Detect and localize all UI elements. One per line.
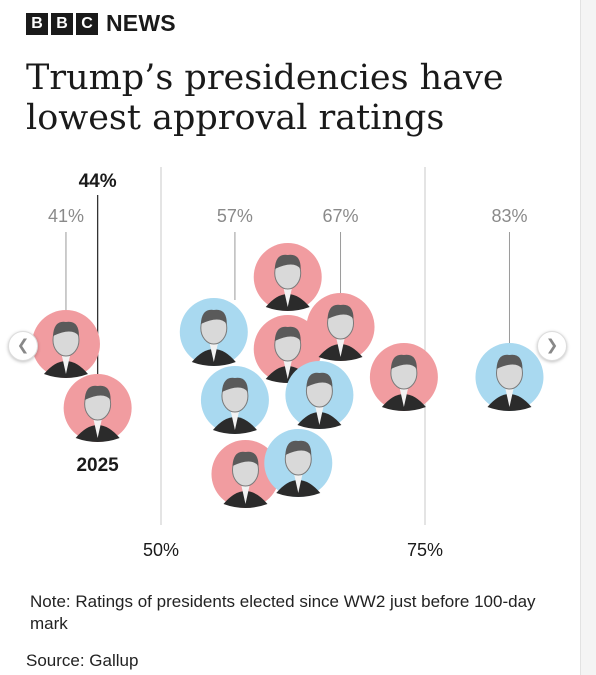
portrait-collar-barack-obama (315, 407, 324, 425)
page-edge (580, 0, 596, 675)
portrait-hair-jimmy-carter (285, 440, 312, 455)
portrait-hair-richard-nixon (274, 326, 301, 341)
logo-block-c: C (76, 12, 98, 35)
annotation-label-trump-2025: 44% (79, 171, 117, 192)
portrait-collar-jimmy-carter (294, 475, 303, 493)
logo-block-b1: B (26, 12, 48, 35)
annotation-label-bill-clinton: 57% (217, 206, 253, 226)
carousel-prev-button[interactable]: ❮ (8, 331, 38, 361)
portrait-hair-trump-2017 (52, 321, 79, 336)
portrait-collar-richard-nixon (283, 361, 292, 379)
annotation-label-trump-2017: 41% (48, 206, 84, 226)
portrait-collar-dwight-eisenhower (399, 389, 408, 407)
x-tick-label-75: 75% (407, 540, 443, 560)
portrait-hair-george-w-bush (274, 254, 301, 269)
portrait-collar-trump-2025 (93, 420, 102, 438)
portrait-hair-george-h-w-bush (232, 451, 259, 466)
portrait-hair-trump-2025 (84, 385, 111, 400)
portrait-hair-joe-biden (221, 377, 248, 392)
chevron-left-icon: ❮ (16, 337, 30, 354)
x-tick-label-50: 50% (143, 540, 179, 560)
chart-note: Note: Ratings of presidents elected sinc… (30, 592, 536, 633)
portrait-hair-ronald-reagan (327, 304, 354, 319)
chart-title: Trump’s presidencies have lowest approva… (26, 58, 504, 138)
chart-card: B B C NEWS Trump’s presidencies have low… (8, 10, 567, 670)
annotation-label-ronald-reagan: 67% (323, 206, 359, 226)
point-label-trump-2025: 2025 (76, 455, 119, 476)
portrait-collar-george-w-bush (283, 289, 292, 307)
portrait-hair-bill-clinton (200, 309, 227, 324)
logo-block-b2: B (51, 12, 73, 35)
chart-source: Source: Gallup (26, 651, 139, 670)
chevron-right-icon: ❯ (545, 337, 559, 354)
bbc-news-logo[interactable]: B B C NEWS (26, 10, 176, 37)
portrait-collar-joe-biden (230, 412, 239, 430)
annotation-label-john-f-kennedy: 83% (491, 206, 527, 226)
approval-chart: 50% 75% 41% 44% 57% 67% 83% 2025 (31, 167, 544, 560)
portrait-collar-bill-clinton (209, 344, 218, 362)
logo-news-text: NEWS (106, 10, 176, 36)
portrait-hair-john-f-kennedy (496, 354, 523, 369)
carousel-next-button[interactable]: ❯ (537, 331, 567, 361)
portrait-hair-barack-obama (306, 372, 333, 387)
portrait-collar-john-f-kennedy (505, 389, 514, 407)
portrait-collar-trump-2017 (61, 356, 70, 374)
portrait-collar-ronald-reagan (336, 339, 345, 357)
portrait-collar-george-h-w-bush (241, 486, 250, 504)
portrait-hair-dwight-eisenhower (390, 354, 417, 369)
